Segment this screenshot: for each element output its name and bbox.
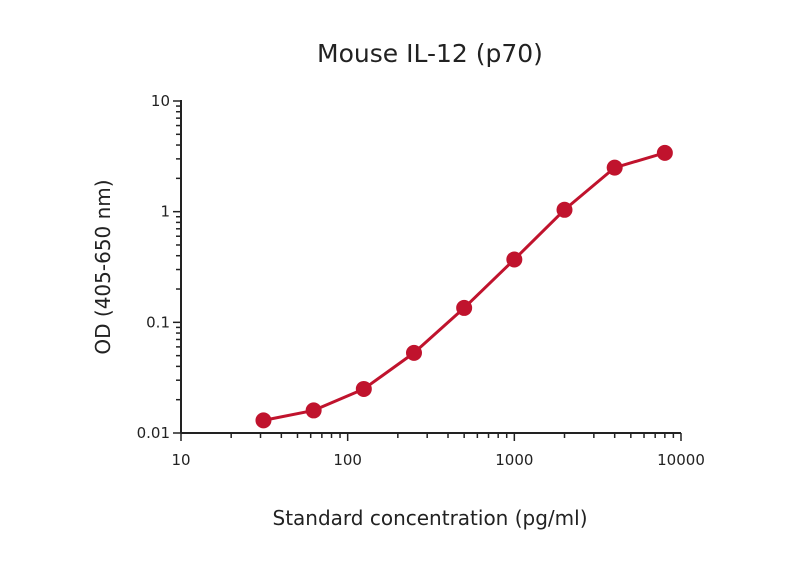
data-point (456, 299, 473, 316)
x-tick-label: 10 (171, 451, 190, 469)
y-tick-label: 1 (160, 203, 170, 221)
data-point (506, 251, 523, 268)
data-point (255, 412, 272, 429)
axes (180, 100, 681, 434)
x-tick-label: 1000 (495, 451, 533, 469)
data-point (355, 380, 372, 397)
data-point (405, 344, 422, 361)
series-line (263, 151, 666, 422)
x-tick-label: 10000 (657, 451, 705, 469)
plot-area (255, 144, 673, 429)
y-axis-label: OD (405-650 nm) (91, 179, 115, 354)
data-point (606, 159, 623, 176)
y-tick-label: 0.01 (137, 424, 170, 442)
data-point (556, 201, 573, 218)
chart-title: Mouse IL-12 (p70) (317, 39, 543, 68)
data-point (305, 402, 322, 419)
y-axis-ticks: 0.01 0.1 1 10 (137, 92, 181, 442)
y-tick-label: 0.1 (146, 313, 170, 331)
x-axis-ticks: 10 100 1000 10000 (171, 433, 705, 469)
x-tick-label: 100 (333, 451, 362, 469)
x-axis-label: Standard concentration (pg/ml) (273, 506, 588, 530)
y-tick-label: 10 (151, 92, 170, 110)
data-point (656, 144, 673, 161)
